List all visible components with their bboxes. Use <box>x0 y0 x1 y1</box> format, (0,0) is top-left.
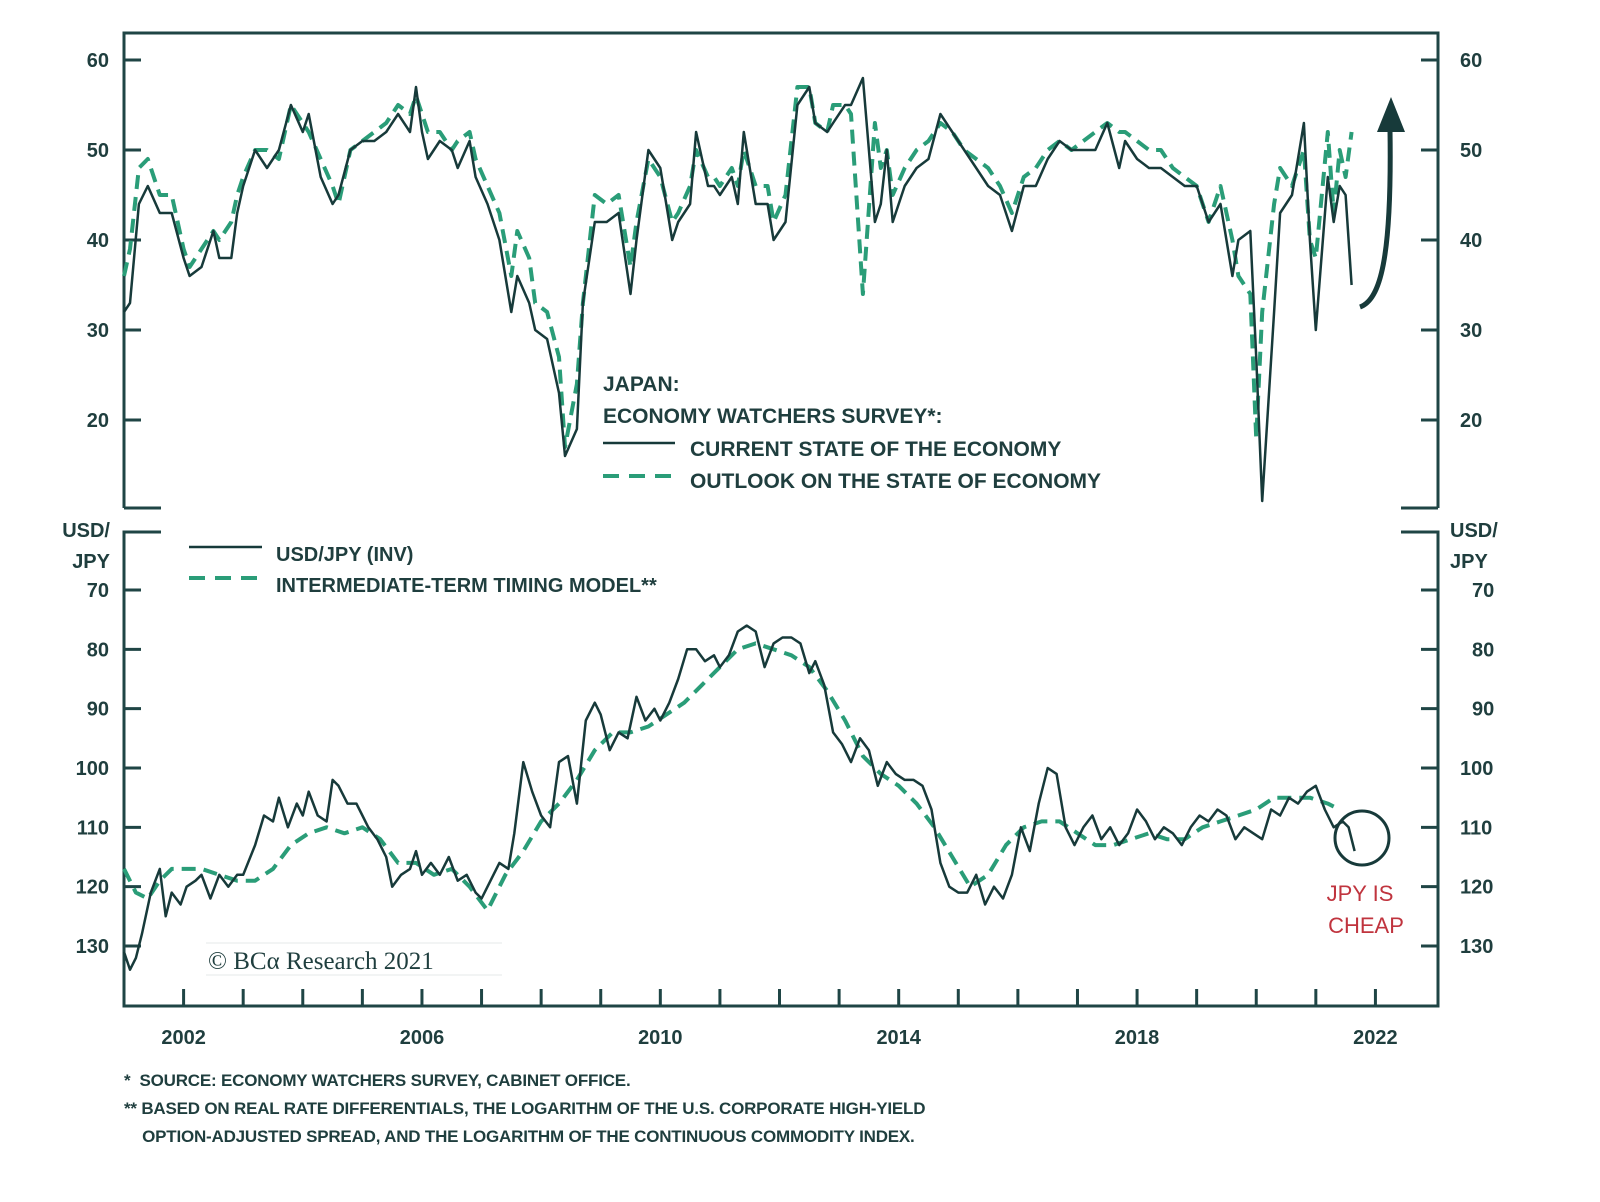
y-tick-label-right: 70 <box>1472 580 1494 602</box>
bottom-legend: USD/JPY (INV) INTERMEDIATE-TERM TIMING M… <box>189 544 657 597</box>
y-tick-label-left: 50 <box>87 140 109 162</box>
top-legend-subtitle: ECONOMY WATCHERS SURVEY*: <box>603 405 943 428</box>
bottom-panel-border <box>122 530 1440 1008</box>
bottom-axis-label-left-1: USD/ <box>62 520 110 542</box>
legend-label-usdjpy: USD/JPY (INV) <box>276 544 413 566</box>
y-tick-label-left: 130 <box>76 936 109 958</box>
legend-label-current: CURRENT STATE OF THE ECONOMY <box>690 438 1061 461</box>
y-tick-label-left: 70 <box>87 580 109 602</box>
x-tick-label: 2018 <box>1115 1027 1160 1049</box>
y-tick-label-right: 110 <box>1460 817 1492 839</box>
top-legend: JAPAN: ECONOMY WATCHERS SURVEY*: CURRENT… <box>603 373 1101 493</box>
x-tick-label: 2002 <box>161 1027 206 1049</box>
x-tick-label: 2006 <box>400 1027 445 1049</box>
y-tick-label-left: 100 <box>76 758 109 780</box>
bottom-axis-label-left-2: JPY <box>72 551 110 573</box>
bottom-series-group <box>122 624 1356 971</box>
y-tick-label-right: 90 <box>1472 699 1494 721</box>
x-axis-labels: 2002 2006 2010 2014 2018 2022 <box>161 1027 1397 1049</box>
watermark-text: © BCα Research 2021 <box>208 948 434 975</box>
bottom-axis-label-right-1: USD/ <box>1450 520 1498 542</box>
highlight-circle <box>1333 809 1391 867</box>
y-tick-label-right: 120 <box>1460 877 1493 899</box>
series-current-line <box>122 76 1353 503</box>
x-axis <box>182 989 1377 1006</box>
top-y-axis-left: 20 30 40 50 60 <box>87 50 141 432</box>
legend-label-timing-model: INTERMEDIATE-TERM TIMING MODEL** <box>276 575 657 597</box>
y-tick-label-right: 50 <box>1460 140 1482 162</box>
y-tick-label-left: 20 <box>87 410 109 432</box>
bottom-y-axis-right: 70 80 90 100 110 120 130 <box>1421 580 1494 958</box>
legend-label-outlook: OUTLOOK ON THE STATE OF ECONOMY <box>690 470 1101 493</box>
y-tick-label-left: 40 <box>87 230 109 252</box>
top-legend-title: JAPAN: <box>603 373 680 396</box>
series-usdjpy-line <box>122 624 1356 971</box>
y-tick-label-right: 130 <box>1460 936 1493 958</box>
y-tick-label-left: 60 <box>87 50 109 72</box>
bottom-axis-label-right-2: JPY <box>1450 551 1488 573</box>
annotation-cheap: CHEAP <box>1328 913 1404 938</box>
y-tick-label-right: 20 <box>1460 410 1482 432</box>
x-tick-label: 2022 <box>1353 1027 1398 1049</box>
footnote-3: OPTION-ADJUSTED SPREAD, AND THE LOGARITH… <box>124 1127 915 1146</box>
y-tick-label-right: 80 <box>1472 639 1494 661</box>
series-outlook-line <box>122 85 1354 449</box>
annotation-jpy-is: JPY IS <box>1327 881 1394 906</box>
y-tick-label-right: 40 <box>1460 230 1482 252</box>
y-tick-label-right: 60 <box>1460 50 1482 72</box>
up-arrow-icon <box>1358 97 1405 310</box>
y-tick-label-left: 110 <box>77 817 109 839</box>
x-tick-label: 2010 <box>638 1027 683 1049</box>
footnote-2: ** BASED ON REAL RATE DIFFERENTIALS, THE… <box>124 1099 926 1118</box>
y-tick-label-left: 90 <box>87 699 109 721</box>
series-timing-model-line <box>122 641 1341 913</box>
top-series-group <box>122 76 1354 503</box>
y-tick-label-left: 30 <box>87 320 109 342</box>
footnote-1: * SOURCE: ECONOMY WATCHERS SURVEY, CABIN… <box>124 1071 631 1090</box>
top-panel-border <box>122 31 1440 508</box>
watermark: © BCα Research 2021 <box>206 942 502 976</box>
y-tick-label-right: 100 <box>1460 758 1493 780</box>
bottom-y-axis-left: 70 80 90 100 110 120 130 <box>76 580 141 958</box>
x-tick-label: 2014 <box>876 1027 921 1049</box>
y-tick-label-right: 30 <box>1460 320 1482 342</box>
top-y-axis-right: 20 30 40 50 60 <box>1421 50 1482 432</box>
y-tick-label-left: 80 <box>87 639 109 661</box>
y-tick-label-left: 120 <box>76 877 109 899</box>
